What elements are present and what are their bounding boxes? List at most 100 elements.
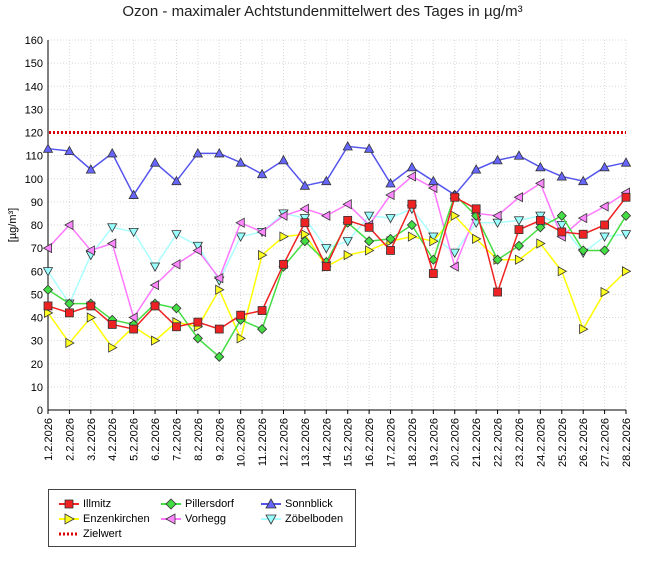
data-point-zoebelboden — [449, 248, 460, 259]
data-point-illmitz — [450, 192, 460, 202]
data-point-sonnblick — [107, 147, 118, 158]
data-point-illmitz — [129, 324, 139, 334]
data-point-illmitz — [321, 262, 331, 272]
data-point-illmitz — [514, 225, 524, 235]
data-point-sonnblick — [363, 143, 375, 153]
legend-label-zielwert: Zielwert — [83, 528, 122, 540]
data-point-vorhegg — [128, 312, 138, 323]
x-tick-label: 15.2.2026 — [343, 418, 355, 467]
data-point-vorhegg — [106, 238, 117, 249]
data-point-sonnblick — [406, 161, 418, 172]
data-point-enzenkirchen — [300, 229, 311, 240]
data-point-vorhegg — [42, 242, 52, 254]
data-point-illmitz — [600, 220, 609, 230]
x-tick-label: 19.2.2026 — [428, 418, 440, 467]
data-point-enzenkirchen — [365, 245, 375, 256]
data-point-sonnblick — [299, 180, 311, 190]
data-point-enzenkirchen — [151, 335, 161, 346]
series-line-sonnblick — [47, 145, 627, 197]
y-tick-label: 70 — [31, 243, 43, 255]
data-point-vorhegg — [213, 273, 224, 284]
x-tick-label: 3.2.2026 — [86, 418, 98, 461]
data-point-enzenkirchen — [429, 236, 439, 247]
data-point-pillersdorf — [492, 254, 503, 265]
y-tick-label: 90 — [31, 197, 43, 209]
data-point-sonnblick — [85, 164, 96, 174]
data-point-zoebelboden — [42, 267, 54, 277]
y-tick-label: 50 — [31, 289, 43, 301]
data-point-enzenkirchen — [343, 249, 354, 261]
x-tick-label: 26.2.2026 — [578, 418, 590, 467]
y-axis-label: [µg/m³] — [7, 208, 19, 242]
x-tick-label: 23.2.2026 — [514, 418, 526, 467]
data-point-vorhegg — [599, 201, 609, 212]
data-point-enzenkirchen — [472, 233, 482, 245]
y-tick-label: 0 — [37, 405, 43, 417]
data-point-vorhegg — [342, 199, 352, 210]
x-tick-label: 1.2.2026 — [43, 418, 55, 461]
data-point-vorhegg — [64, 219, 74, 231]
data-point-sonnblick — [214, 147, 225, 158]
data-point-vorhegg — [513, 192, 523, 203]
data-point-sonnblick — [342, 141, 353, 151]
data-point-pillersdorf — [214, 351, 225, 362]
x-tick-label: 13.2.2026 — [300, 418, 312, 467]
data-point-zoebelboden — [513, 216, 525, 226]
data-point-pillersdorf — [364, 236, 375, 247]
data-point-enzenkirchen — [236, 333, 246, 344]
y-tick-label: 110 — [25, 151, 43, 163]
data-point-illmitz — [364, 222, 374, 232]
data-point-enzenkirchen — [536, 238, 546, 249]
data-point-vorhegg — [492, 210, 502, 221]
data-point-illmitz — [193, 317, 203, 327]
x-tick-label: 7.2.2026 — [171, 418, 183, 461]
data-point-enzenkirchen — [108, 342, 118, 353]
data-point-pillersdorf — [428, 254, 439, 265]
x-tick-label: 25.2.2026 — [557, 418, 569, 467]
legend-swatch-illmitz — [59, 499, 79, 509]
data-point-vorhegg — [256, 226, 267, 238]
y-tick-label: 80 — [31, 220, 43, 232]
y-tick-label: 100 — [25, 174, 43, 186]
data-point-illmitz — [493, 287, 502, 297]
data-point-illmitz — [150, 301, 160, 311]
data-point-sonnblick — [235, 157, 246, 167]
data-point-illmitz — [86, 301, 96, 311]
data-point-vorhegg — [406, 171, 416, 182]
legend-label-enzenkirchen: Enzenkirchen — [83, 513, 150, 525]
data-point-vorhegg — [428, 182, 438, 194]
y-tick-label: 150 — [25, 58, 43, 70]
x-tick-label: 18.2.2026 — [407, 418, 419, 467]
legend-swatch-vorhegg — [161, 513, 181, 525]
data-point-pillersdorf — [578, 245, 589, 256]
data-point-sonnblick — [513, 150, 525, 160]
chart-title: Ozon - maximaler Achtstundenmittelwert d… — [122, 3, 523, 20]
data-point-pillersdorf — [42, 284, 54, 295]
x-tick-label: 8.2.2026 — [193, 418, 205, 461]
data-point-sonnblick — [385, 178, 396, 188]
x-tick-label: 14.2.2026 — [321, 418, 333, 467]
data-point-sonnblick — [428, 175, 439, 186]
data-point-illmitz — [43, 301, 53, 311]
data-point-enzenkirchen — [450, 210, 461, 221]
data-point-illmitz — [343, 215, 353, 225]
data-point-enzenkirchen — [622, 266, 632, 277]
data-point-zoebelboden — [599, 232, 610, 242]
legend-swatch-sonnblick — [261, 498, 281, 509]
data-point-illmitz — [172, 322, 181, 332]
legend-swatch-zoebelboden — [261, 514, 281, 525]
series-line-vorhegg — [47, 175, 627, 320]
data-point-sonnblick — [578, 175, 589, 186]
legend-label-sonnblick: Sonnblick — [285, 498, 333, 510]
data-point-sonnblick — [64, 145, 75, 156]
data-point-vorhegg — [385, 189, 395, 201]
y-tick-label: 130 — [25, 104, 43, 116]
data-point-illmitz — [471, 204, 481, 214]
data-point-sonnblick — [492, 154, 503, 165]
data-point-zoebelboden — [342, 237, 353, 247]
data-point-pillersdorf — [64, 298, 75, 309]
data-point-sonnblick — [42, 143, 54, 153]
data-point-zoebelboden — [321, 244, 332, 254]
legend-swatch-pillersdorf — [161, 498, 181, 510]
data-point-enzenkirchen — [44, 307, 54, 319]
